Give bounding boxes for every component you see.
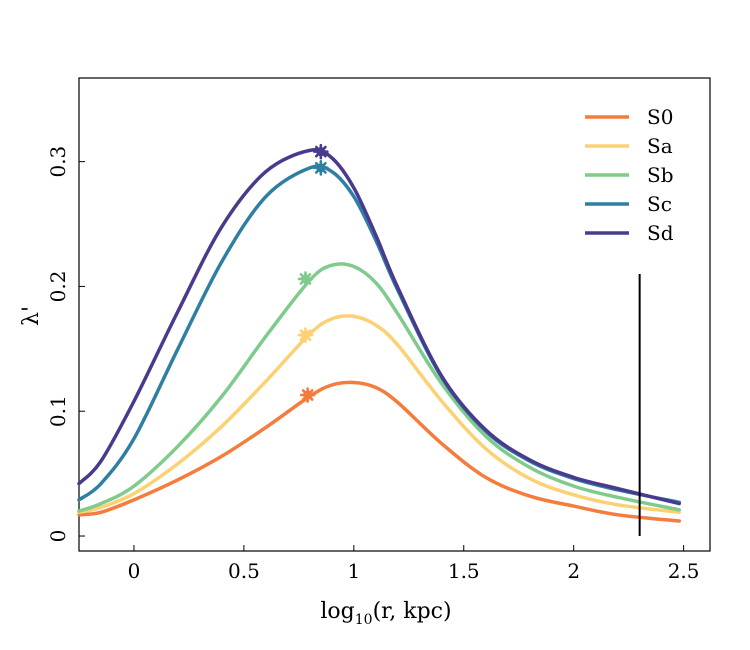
legend-item-sc: Sc — [585, 192, 672, 216]
legend-label: Sa — [647, 134, 673, 158]
series-line-sa — [77, 314, 681, 515]
series-line-sd — [77, 147, 681, 506]
series-line-sc — [77, 164, 681, 505]
x-tick-label: 0.5 — [228, 559, 260, 583]
plot-frame — [78, 77, 711, 552]
markers-layer — [297, 143, 329, 403]
peak-marker-sc — [313, 160, 329, 176]
series-line-s0 — [77, 380, 681, 523]
legend-label: Sb — [647, 163, 674, 187]
legend-item-s0: S0 — [585, 105, 673, 129]
x-axis-title-prefix: log — [320, 599, 354, 624]
peak-marker-sa — [297, 327, 314, 343]
y-axis: 0 0.1 0.2 0.3 — [46, 146, 85, 543]
x-tick-label: 2.5 — [668, 559, 700, 583]
y-axis-title: λ' — [19, 306, 44, 326]
peak-marker-s0 — [299, 387, 316, 403]
y-tick-label: 0.2 — [46, 271, 70, 303]
y-tick-label: 0.1 — [46, 395, 70, 427]
x-tick-label: 1 — [347, 559, 360, 583]
peak-marker-sb — [297, 271, 314, 287]
legend-label: S0 — [647, 105, 673, 129]
x-axis: 0 0.5 1 1.5 2 2.5 — [128, 545, 700, 583]
x-axis-title-subscript: 10 — [355, 612, 373, 628]
x-tick-label: 2 — [567, 559, 580, 583]
series-layer — [77, 147, 681, 523]
legend-item-sb: Sb — [585, 163, 674, 187]
x-tick-label: 0 — [128, 559, 141, 583]
x-axis-title: log10(r, kpc) — [320, 599, 451, 628]
peak-marker-sd — [313, 143, 329, 160]
legend-item-sa: Sa — [585, 134, 673, 158]
legend-label: Sd — [647, 221, 674, 245]
x-axis-title-suffix: (r, kpc) — [373, 599, 452, 624]
x-tick-label: 1.5 — [448, 559, 480, 583]
series-line-sb — [77, 262, 681, 513]
legend-label: Sc — [647, 192, 672, 216]
legend: S0 Sa Sb Sc Sd — [585, 105, 674, 245]
legend-item-sd: Sd — [585, 221, 674, 245]
y-tick-label: 0 — [46, 530, 70, 543]
y-tick-label: 0.3 — [46, 146, 70, 178]
